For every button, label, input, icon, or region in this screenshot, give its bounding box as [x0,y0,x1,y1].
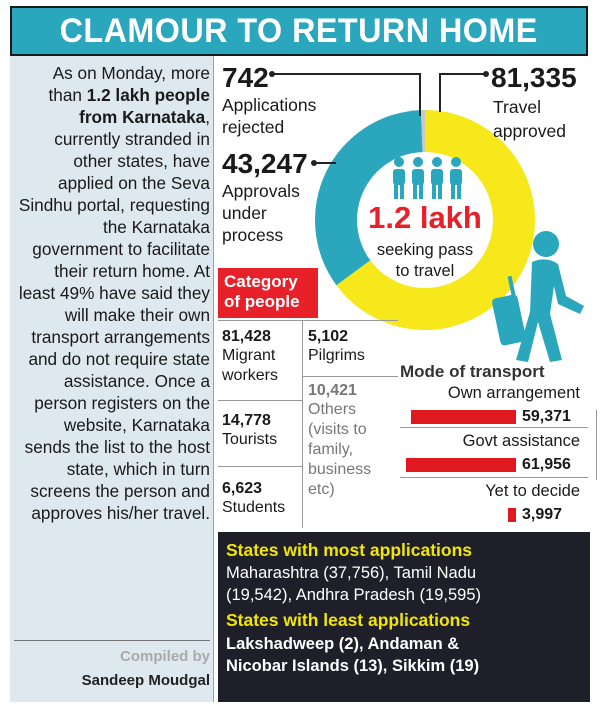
transport-divider-1 [400,427,588,428]
category-grid-mid [302,320,303,528]
rejected-label-2: rejected [222,117,285,137]
category-migrant-workers: 81,428 Migrant workers [222,328,278,386]
states-panel [218,532,590,702]
most-applications-title: States with most applications [226,540,473,560]
transport-bar [508,508,516,522]
category-pilgrims: 5,102 Pilgrims [308,328,365,366]
pending-pointer-dot [311,160,317,166]
traveller-icon [492,231,584,362]
transport-label: Govt assistance [462,432,580,450]
category-label: workers [222,367,279,384]
intro-text: As on Monday, more than 1.2 lakh people … [16,62,210,524]
rejected-label-1: Applications [222,95,317,115]
most-applications-line-1: Maharashtra (37,756), Tamil Nadu [226,564,477,582]
category-label: (visits to [308,421,367,438]
pending-label-2: under [222,203,267,223]
approved-value: 81,335 [491,62,577,93]
category-value: 14,778 [222,412,271,429]
category-value: 10,421 [308,382,357,399]
approved-label-1: Travel [493,97,541,117]
people-icon [393,157,462,199]
category-header-box [218,268,318,318]
transport-edge [596,410,597,480]
category-value: 5,102 [308,328,349,345]
category-grid-row-2 [218,466,302,467]
author-name: Sandeep Moudgal [81,672,210,689]
category-label: Students [222,499,286,516]
page-title: CLAMOUR TO RETURN HOME [59,11,539,50]
least-applications-line-2: Nicobar Islands (13), Sikkim (19) [226,657,480,675]
transport-bar [406,458,516,472]
center-caption: seeking pass to travel [363,240,487,282]
category-others: 10,421 Others (visits to family, busines… [308,382,371,500]
category-header: Category of people [224,272,320,312]
category-value: 6,623 [222,480,263,497]
center-caption-line-1: seeking pass [376,241,474,259]
transport-label: Yet to decide [485,482,580,500]
center-total: 1.2 lakh [368,200,482,235]
category-label: etc) [308,481,335,498]
pending-label-3: process [222,225,284,245]
category-students: 6,623 Students [222,480,285,518]
least-applications-title: States with least applications [226,610,471,630]
transport-value: 3,997 [522,506,563,523]
credit-divider [14,640,210,641]
approved-label-2: approved [493,121,566,141]
transport-value: 59,371 [522,408,571,425]
category-header-line-1: Category [224,272,298,291]
transport-label: Own arrangement [447,384,580,402]
most-applications-line-2: (19,542), Andhra Pradesh (19,595) [226,586,482,604]
compiled-by-label: Compiled by [119,648,210,665]
category-grid-right-row [302,376,398,377]
transport-divider-2 [400,477,588,478]
intro-part-1: As on Monday, more than [48,63,210,105]
transport-title: Mode of transport [400,362,545,381]
rejected-pointer [272,73,421,116]
category-tourists: 14,778 Tourists [222,412,277,450]
title-banner: CLAMOUR TO RETURN HOME [10,6,588,56]
approved-pointer [439,73,486,112]
category-label: Migrant [222,347,276,364]
approved-pointer-dot [483,71,489,77]
intro-panel [10,56,214,702]
pending-value: 43,247 [222,148,308,179]
intro-bold: 1.2 lakh people from Karnataka [79,85,210,127]
category-label: business [308,461,372,478]
category-label: Others [308,401,357,418]
category-label: Tourists [222,431,278,448]
transport-bar [411,410,516,424]
category-value: 81,428 [222,328,271,345]
center-caption-line-2: to travel [395,262,455,280]
rejected-value: 742 [222,62,269,93]
pending-label-1: Approvals [222,181,300,201]
least-applications-line-1: Lakshadweep (2), Andaman & [226,635,460,653]
rejected-pointer-dot [269,71,275,77]
intro-part-2: , currently stranded in other states, ha… [18,107,210,523]
category-grid-row-1 [218,400,302,401]
category-header-line-2: of people [224,292,300,311]
transport-value: 61,956 [522,456,571,473]
category-grid-top [218,320,398,321]
category-label: Pilgrims [308,347,365,364]
category-label: family, [308,441,354,458]
